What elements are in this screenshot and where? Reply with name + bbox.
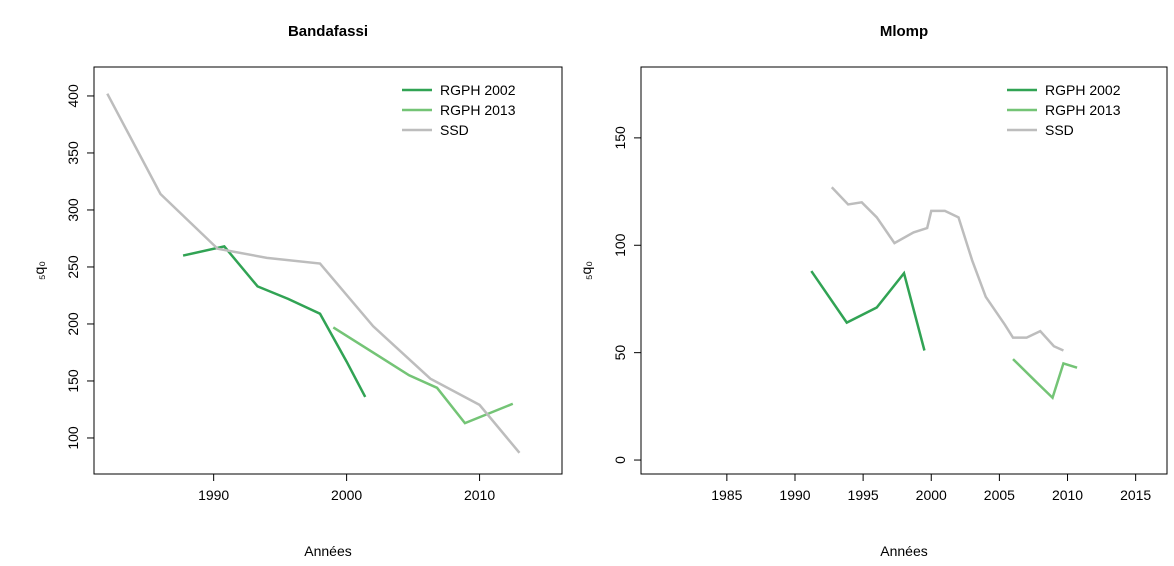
legend-label: SSD — [440, 122, 469, 138]
y-tick-label: 100 — [612, 233, 628, 257]
legend-label: RGPH 2013 — [440, 102, 516, 118]
data-line — [332, 326, 514, 425]
x-tick-label: 2010 — [1052, 487, 1083, 503]
x-tick-label: 2015 — [1120, 487, 1151, 503]
y-tick-label: 200 — [65, 312, 81, 336]
x-tick-label: 2005 — [984, 487, 1015, 503]
data-line — [830, 186, 1064, 352]
y-tick-label: 50 — [612, 345, 628, 361]
x-axis-label: Années — [880, 543, 927, 559]
y-tick-label: 150 — [65, 369, 81, 393]
legend-label: RGPH 2013 — [1045, 102, 1121, 118]
legend-label: RGPH 2002 — [440, 82, 516, 98]
x-tick-label: 1995 — [848, 487, 879, 503]
y-tick-label: 150 — [612, 126, 628, 150]
x-tick-label: 2010 — [464, 487, 495, 503]
plot-frame — [93, 66, 563, 475]
y-axis-label: ₅q₀ — [31, 261, 47, 280]
chart-title: Mlomp — [880, 23, 928, 40]
x-axis-label: Années — [304, 543, 351, 559]
x-tick-label: 1990 — [198, 487, 229, 503]
data-line — [1012, 358, 1078, 401]
y-tick-label: 400 — [65, 84, 81, 108]
x-tick-label: 1985 — [711, 487, 742, 503]
y-tick-label: 0 — [612, 456, 628, 464]
x-tick-label: 2000 — [916, 487, 947, 503]
legend-label: SSD — [1045, 122, 1074, 138]
y-tick-label: 250 — [65, 255, 81, 279]
y-tick-label: 300 — [65, 198, 81, 222]
chart-title: Bandafassi — [288, 23, 368, 40]
x-tick-label: 1990 — [779, 487, 810, 503]
y-axis-label: ₅q₀ — [578, 261, 594, 280]
data-line — [106, 93, 521, 454]
x-tick-label: 2000 — [331, 487, 362, 503]
legend-label: RGPH 2002 — [1045, 82, 1121, 98]
plot-frame — [640, 66, 1168, 475]
y-tick-label: 100 — [65, 426, 81, 450]
data-line — [810, 270, 926, 351]
data-line — [182, 245, 367, 398]
y-tick-label: 350 — [65, 141, 81, 165]
